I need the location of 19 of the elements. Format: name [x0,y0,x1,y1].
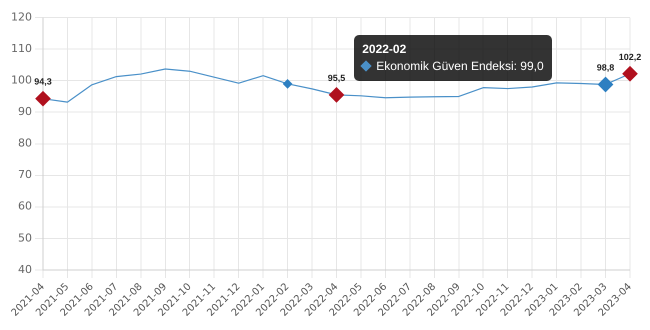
point [328,87,344,102]
point [35,91,51,106]
y-tick-label: 110 [10,42,32,56]
y-tick-label: 70 [18,168,32,182]
data-label: 95,5 [328,72,346,83]
y-tick-label: 50 [18,231,32,244]
y-tick-label: 100 [10,74,32,87]
annotation: 2022-02 [362,40,406,58]
annotation: Ekonomik Güven Endeksi: 99,0 [376,58,544,75]
data-label: 102,2 [618,52,642,62]
data-label: 98,8 [596,62,614,72]
point [598,76,614,92]
y-tick-label: 120 [10,10,32,24]
y-tick-label: 60 [18,200,32,213]
y-tick-label: 40 [18,262,32,276]
y-tick-label: 80 [18,136,32,150]
y-tick-label: 90 [18,105,32,118]
data-label: 94,3 [34,76,52,87]
point [622,66,638,82]
